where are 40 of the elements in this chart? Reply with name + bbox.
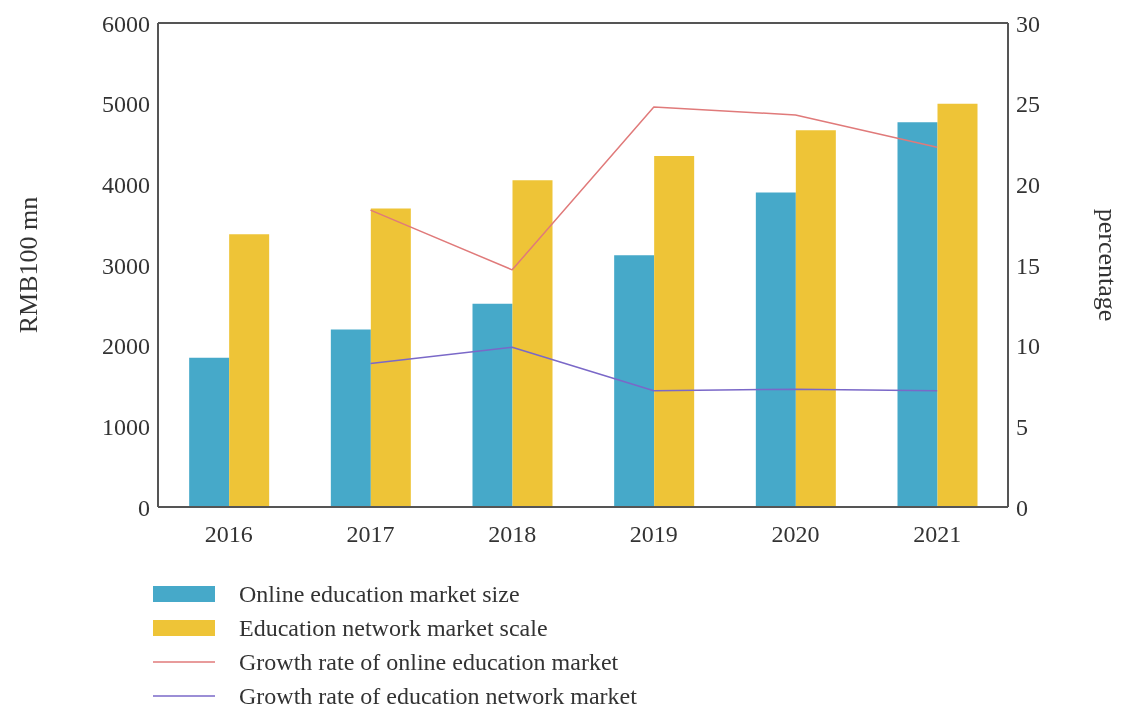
legend-label: Growth rate of online education market: [239, 648, 619, 676]
legend-label: Growth rate of education network market: [239, 682, 637, 710]
y2-tick-label: 15: [1016, 252, 1040, 279]
y-tick-label: 5000: [102, 91, 150, 118]
bar: [937, 103, 978, 507]
y-tick-label: 0: [138, 494, 150, 521]
y-tick-label: 4000: [102, 171, 150, 198]
legend-label: Online education market size: [239, 580, 520, 608]
bar: [795, 130, 836, 507]
y-tick-label: 6000: [102, 10, 150, 37]
line-series: [369, 106, 938, 271]
y2-tick-label: 10: [1016, 333, 1040, 360]
y2-axis-title: percentage: [1092, 208, 1122, 322]
x-tick-label: 2021: [913, 521, 962, 548]
bar: [755, 192, 796, 507]
line-series: [369, 346, 938, 392]
bar: [512, 180, 553, 507]
x-tick-label: 2020: [771, 521, 820, 548]
y2-tick-label: 25: [1016, 91, 1040, 118]
y-axis-title: RMB100 mn: [14, 196, 44, 334]
x-tick-label: 2019: [629, 521, 678, 548]
y-tick-label: 2000: [102, 333, 150, 360]
y-tick-label: 3000: [102, 252, 150, 279]
bar: [614, 255, 655, 507]
y2-tick-label: 30: [1016, 10, 1040, 37]
x-tick-label: 2016: [204, 521, 253, 548]
bar: [330, 329, 371, 507]
x-tick-label: 2018: [488, 521, 537, 548]
y2-tick-label: 20: [1016, 171, 1040, 198]
bar: [370, 208, 411, 507]
bar: [654, 156, 695, 507]
bar: [189, 357, 230, 507]
bar: [897, 122, 938, 507]
bar: [472, 303, 513, 507]
x-tick-label: 2017: [346, 521, 395, 548]
y2-tick-label: 5: [1016, 413, 1028, 440]
y2-tick-label: 0: [1016, 494, 1028, 521]
y-tick-label: 1000: [102, 413, 150, 440]
bar: [229, 234, 270, 507]
legend-label: Education network market scale: [239, 614, 548, 642]
